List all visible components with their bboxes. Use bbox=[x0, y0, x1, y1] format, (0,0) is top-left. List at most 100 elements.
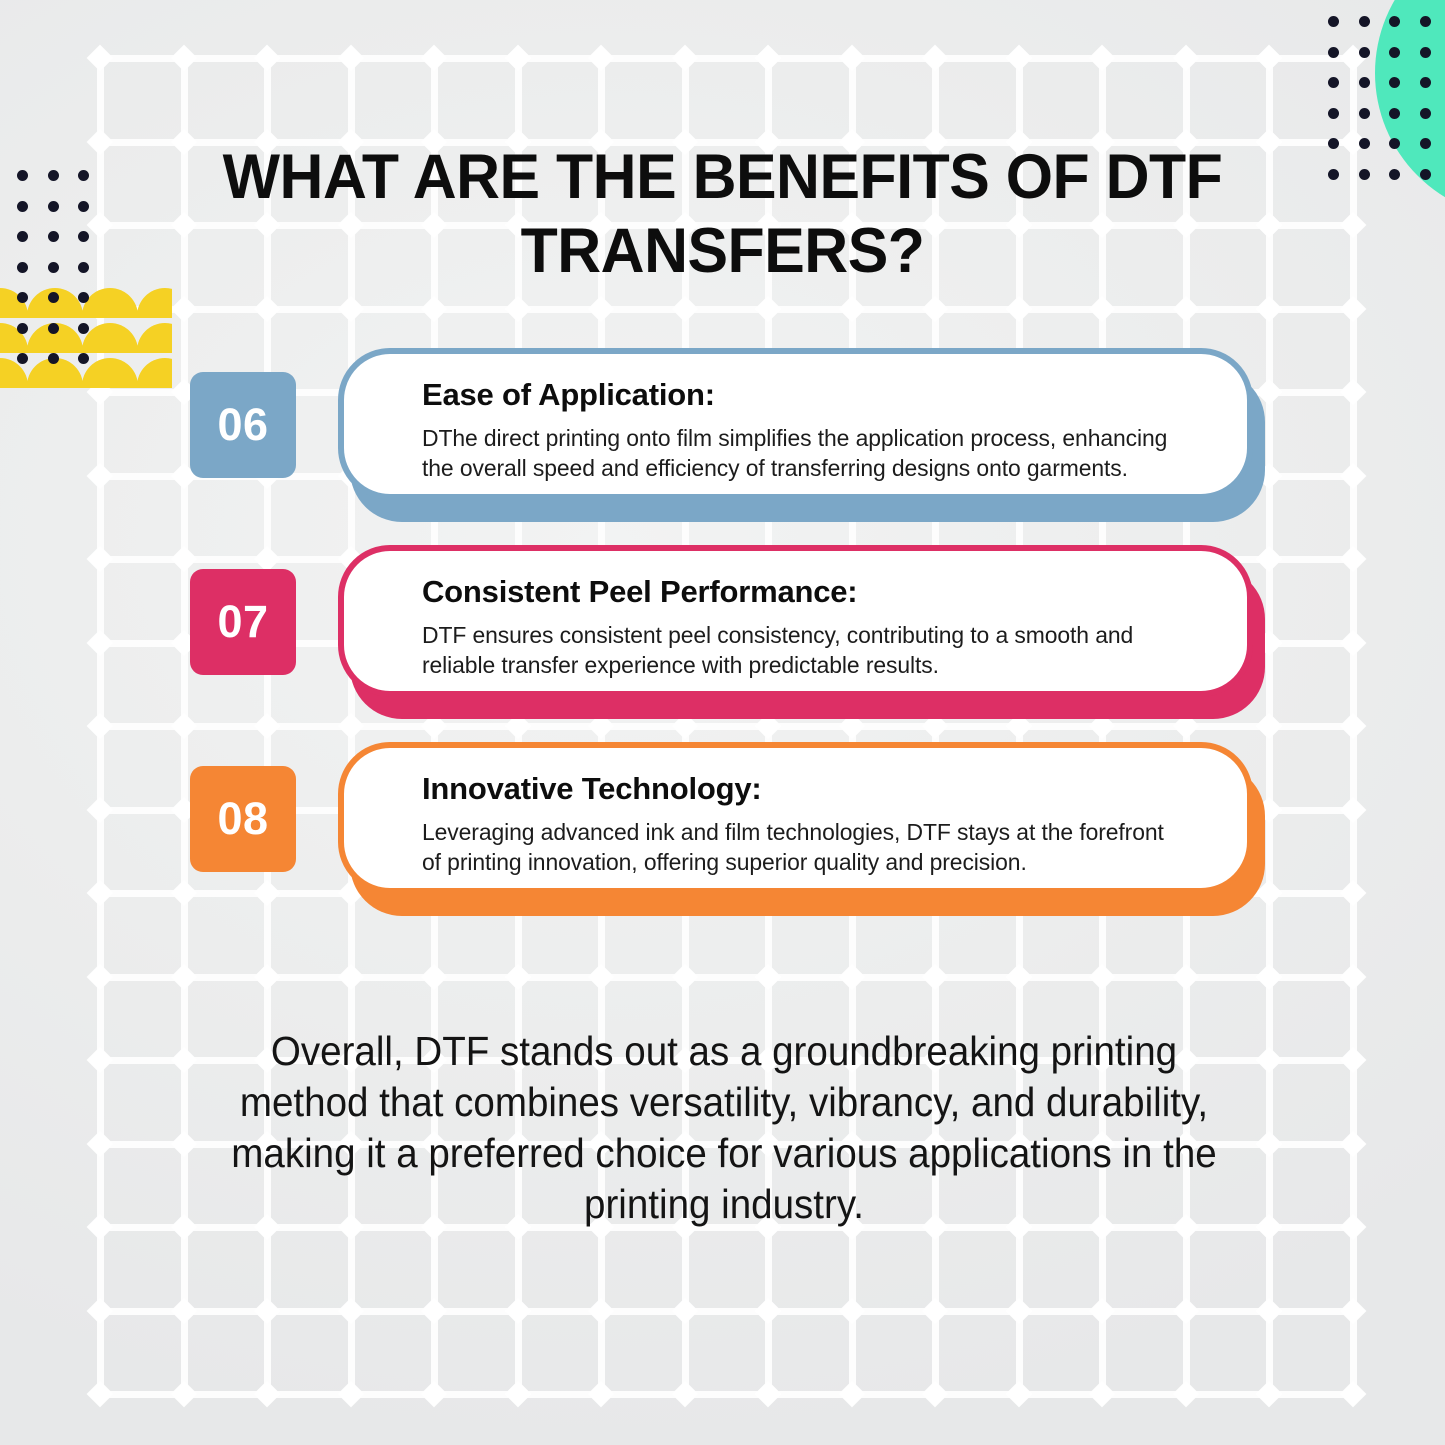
grid-diamond-node bbox=[86, 1297, 114, 1325]
half-circle-icon bbox=[82, 358, 138, 388]
grid-diamond-node bbox=[754, 1380, 782, 1408]
card-number-badge: 06 bbox=[190, 372, 296, 478]
grid-diamond-node bbox=[1339, 211, 1367, 239]
summary-paragraph: Overall, DTF stands out as a groundbreak… bbox=[231, 1028, 1217, 1227]
grid-diamond-node bbox=[1255, 1297, 1283, 1325]
grid-diamond-node bbox=[86, 1213, 114, 1241]
grid-line-horizontal bbox=[100, 723, 1346, 730]
card-body: Ease of Application: DThe direct printing… bbox=[338, 348, 1253, 500]
grid-diamond-node bbox=[921, 963, 949, 991]
card-number-badge: 08 bbox=[190, 766, 296, 872]
decorative-dot-icon bbox=[17, 353, 28, 364]
grid-diamond-node bbox=[253, 295, 281, 323]
grid-diamond-node bbox=[1339, 712, 1367, 740]
grid-diamond-node bbox=[1172, 1297, 1200, 1325]
decorative-dot-icon bbox=[1419, 138, 1431, 149]
decorative-dot-icon bbox=[1328, 168, 1339, 180]
grid-diamond-node bbox=[420, 963, 448, 991]
decorative-dot-icon bbox=[47, 200, 59, 212]
grid-diamond-node bbox=[1339, 1380, 1367, 1408]
grid-diamond-node bbox=[1339, 462, 1367, 490]
grid-diamond-node bbox=[587, 963, 615, 991]
grid-diamond-node bbox=[838, 1297, 866, 1325]
grid-diamond-node bbox=[587, 1297, 615, 1325]
arch-row bbox=[0, 358, 172, 388]
grid-line-vertical bbox=[1350, 58, 1357, 1386]
grid-diamond-node bbox=[1255, 545, 1283, 573]
grid-diamond-node bbox=[1339, 879, 1367, 907]
decorative-dot-icon bbox=[17, 292, 28, 303]
decorative-dot-icon bbox=[78, 231, 89, 242]
grid-diamond-node bbox=[1172, 1380, 1200, 1408]
decorative-dot-icon bbox=[1358, 16, 1370, 27]
grid-diamond-node bbox=[1255, 712, 1283, 740]
grid-diamond-node bbox=[420, 44, 448, 72]
card-title: Consistent Peel Performance: bbox=[422, 574, 858, 609]
grid-diamond-node bbox=[504, 1380, 532, 1408]
decorative-dot-icon bbox=[1419, 168, 1431, 180]
grid-diamond-node bbox=[170, 1380, 198, 1408]
decorative-dot-icon bbox=[1358, 168, 1370, 180]
grid-diamond-node bbox=[337, 963, 365, 991]
grid-diamond-node bbox=[671, 1380, 699, 1408]
grid-diamond-node bbox=[1005, 1380, 1033, 1408]
grid-diamond-node bbox=[86, 712, 114, 740]
decorative-dot-icon bbox=[78, 292, 89, 303]
grid-diamond-node bbox=[170, 1213, 198, 1241]
grid-line-horizontal bbox=[100, 1391, 1346, 1398]
decorative-dot-icon bbox=[47, 322, 59, 334]
decorative-dot-icon bbox=[17, 231, 28, 242]
grid-diamond-node bbox=[1339, 963, 1367, 991]
decorative-dot-icon bbox=[1419, 107, 1431, 119]
grid-diamond-node bbox=[86, 44, 114, 72]
grid-diamond-node bbox=[1088, 44, 1116, 72]
teal-circle-icon bbox=[1375, 0, 1445, 218]
grid-diamond-node bbox=[420, 1380, 448, 1408]
card-description: DThe direct printing onto film simplifie… bbox=[422, 425, 1168, 481]
grid-diamond-node bbox=[253, 879, 281, 907]
decorative-dot-icon bbox=[1328, 16, 1339, 27]
grid-diamond-node bbox=[1339, 545, 1367, 573]
grid-diamond-node bbox=[1339, 796, 1367, 824]
decorative-dot-icon bbox=[17, 261, 28, 273]
decorative-dot-icon bbox=[1419, 77, 1431, 88]
grid-diamond-node bbox=[1172, 44, 1200, 72]
grid-diamond-node bbox=[86, 796, 114, 824]
decorative-dot-icon bbox=[1419, 46, 1431, 58]
grid-diamond-node bbox=[1005, 295, 1033, 323]
grid-diamond-node bbox=[86, 1380, 114, 1408]
grid-diamond-node bbox=[170, 963, 198, 991]
grid-diamond-node bbox=[1088, 1297, 1116, 1325]
grid-diamond-node bbox=[1005, 1297, 1033, 1325]
grid-diamond-node bbox=[170, 879, 198, 907]
half-circle-icon bbox=[137, 358, 172, 388]
grid-diamond-node bbox=[587, 1380, 615, 1408]
grid-diamond-node bbox=[86, 462, 114, 490]
decorative-dot-icon bbox=[17, 170, 28, 181]
grid-diamond-node bbox=[170, 1130, 198, 1158]
grid-diamond-node bbox=[170, 1046, 198, 1074]
grid-diamond-node bbox=[1339, 295, 1367, 323]
decorative-dot-icon bbox=[1358, 77, 1370, 88]
grid-line-horizontal bbox=[100, 55, 1346, 62]
grid-diamond-node bbox=[587, 44, 615, 72]
grid-diamond-node bbox=[1255, 211, 1283, 239]
decorative-dot-icon bbox=[1389, 77, 1400, 88]
grid-diamond-node bbox=[1339, 1130, 1367, 1158]
grid-diamond-node bbox=[253, 44, 281, 72]
decorative-dot-icon bbox=[1419, 16, 1431, 27]
grid-line-horizontal bbox=[100, 974, 1346, 981]
decorative-dot-icon bbox=[47, 292, 59, 303]
grid-diamond-node bbox=[1255, 1046, 1283, 1074]
grid-diamond-node bbox=[504, 295, 532, 323]
grid-diamond-node bbox=[86, 879, 114, 907]
grid-diamond-node bbox=[86, 629, 114, 657]
grid-diamond-node bbox=[1339, 1297, 1367, 1325]
decorative-dot-icon bbox=[1389, 46, 1400, 58]
grid-diamond-node bbox=[1088, 1380, 1116, 1408]
grid-diamond-node bbox=[337, 44, 365, 72]
grid-diamond-node bbox=[337, 712, 365, 740]
decorative-dot-icon bbox=[1389, 107, 1400, 119]
half-circle-icon bbox=[82, 288, 138, 318]
